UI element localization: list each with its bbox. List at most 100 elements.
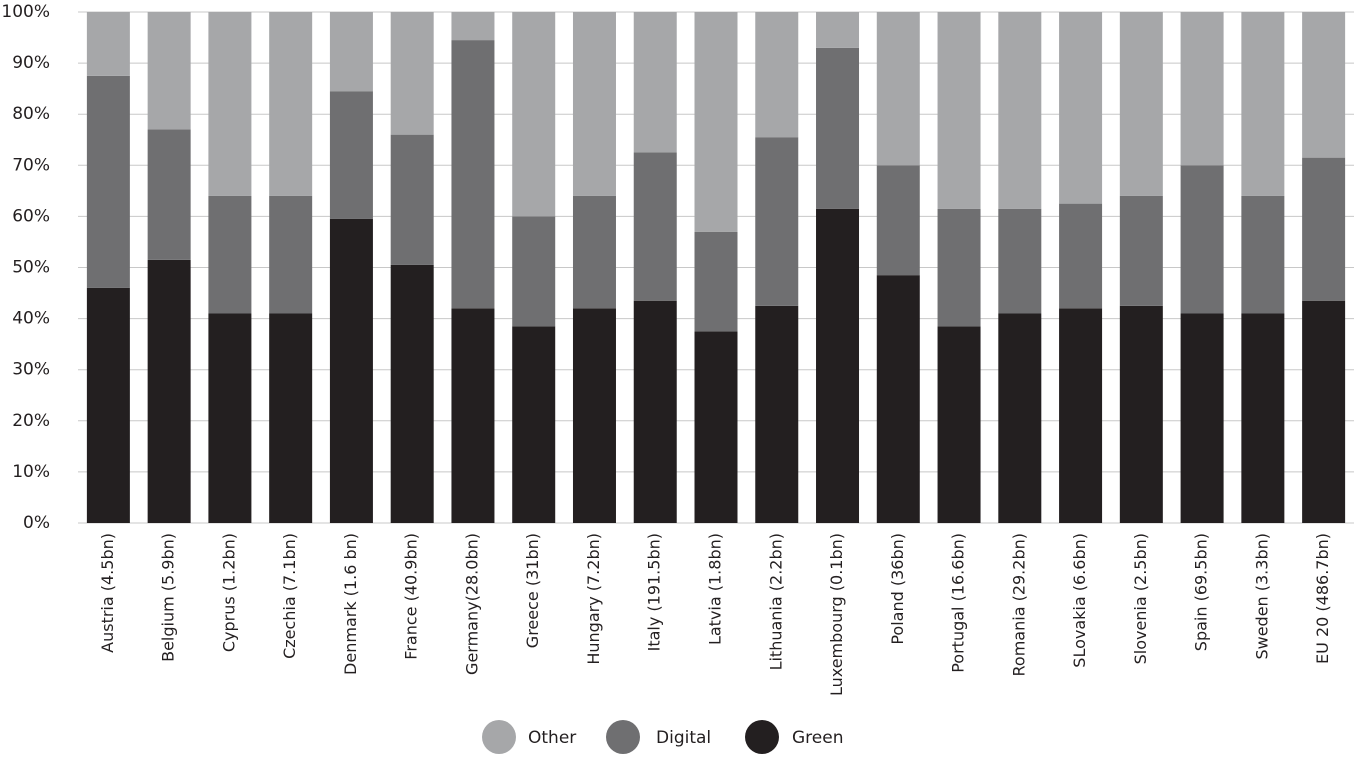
bar-segment-other [876, 12, 920, 166]
bar-segment-digital [998, 208, 1042, 314]
bar-segment-other [390, 12, 434, 135]
x-tick-label: Poland (36bn) [888, 533, 907, 645]
bar-segment-digital [876, 165, 920, 276]
x-tick-label: Cyprus (1.2bn) [219, 533, 238, 652]
x-tick-label: Hungary (7.2bn) [584, 533, 603, 665]
bar-segment-digital [1241, 195, 1285, 314]
bar-segment-green [329, 218, 373, 523]
bar-segment-green [755, 305, 799, 523]
bar-segment-digital [1180, 165, 1224, 314]
bar-segment-digital [147, 129, 191, 260]
bar-segment-digital [451, 40, 495, 309]
bar-segment-other [937, 12, 981, 209]
bar-segment-other [1180, 12, 1224, 166]
bar-segment-digital [1119, 195, 1163, 306]
bar-segment-green [147, 259, 191, 523]
bar-segment-digital [269, 195, 313, 314]
bar-segment-other [329, 12, 373, 92]
y-tick-label: 70% [12, 155, 50, 175]
y-tick-label: 80% [12, 104, 50, 124]
y-axis: 0% 10% 20% 30% 40% 50% 60% 70% 80% 90% 100% [1, 2, 50, 533]
legend-swatch-digital [606, 720, 640, 754]
legend: Other Digital Green [482, 720, 843, 754]
bar-segment-digital [329, 91, 373, 219]
x-tick-label: Belgium (5.9bn) [159, 533, 178, 662]
bar-segment-green [512, 326, 556, 523]
x-tick-label: Denmark (1.6 bn) [341, 533, 360, 675]
x-tick-label: EU 20 (486.7bn) [1313, 533, 1332, 664]
bar-segment-digital [1059, 203, 1103, 309]
bar-segment-other [451, 12, 495, 41]
bars [86, 12, 1346, 524]
x-axis-labels: Austria (4.5bn) Belgium (5.9bn) Cyprus (1.… [98, 533, 1332, 696]
y-tick-label: 30% [12, 360, 50, 380]
x-tick-label: Greece (31bn) [523, 533, 542, 648]
legend-label-other: Other [528, 728, 576, 748]
bar-segment-green [1180, 313, 1224, 523]
y-tick-label: 100% [1, 2, 50, 22]
bar-segment-other [1302, 12, 1346, 158]
bar-segment-green [86, 287, 130, 523]
x-tick-label: Luxembourg (0.1bn) [827, 533, 846, 696]
bar-segment-green [1119, 305, 1163, 523]
x-tick-label: Germany(28.0bn) [462, 533, 481, 675]
bar-segment-digital [1302, 157, 1346, 301]
bar-segment-other [1241, 12, 1285, 196]
x-tick-label: SLovakia (6.6bn) [1070, 533, 1089, 668]
x-tick-label: Czechia (7.1bn) [280, 533, 299, 659]
bar-segment-other [572, 12, 616, 196]
bar-segment-green [998, 313, 1042, 523]
bar-segment-green [390, 264, 434, 523]
bar-segment-digital [755, 137, 799, 306]
bar-segment-digital [86, 75, 130, 288]
bar-segment-other [208, 12, 252, 196]
bar-segment-digital [208, 195, 252, 314]
bar-segment-other [816, 12, 860, 48]
x-tick-label: Lithuania (2.2bn) [766, 533, 785, 670]
bar-segment-green [572, 308, 616, 523]
bar-segment-digital [512, 216, 556, 327]
bar-segment-other [998, 12, 1042, 209]
bar-segment-green [816, 208, 860, 524]
x-tick-label: Spain (69.5bn) [1192, 533, 1211, 651]
bar-segment-green [694, 331, 738, 523]
y-tick-label: 20% [12, 411, 50, 431]
bar-segment-other [755, 12, 799, 138]
x-tick-label: Romania (29.2bn) [1009, 533, 1028, 676]
bar-segment-green [1241, 313, 1285, 523]
bar-segment-green [876, 275, 920, 523]
bar-segment-digital [694, 231, 738, 332]
bar-segment-other [86, 12, 130, 76]
bar-segment-other [269, 12, 313, 196]
y-tick-label: 0% [23, 513, 50, 533]
bar-segment-green [633, 300, 677, 523]
bar-segment-other [147, 12, 191, 130]
bar-segment-other [512, 12, 556, 217]
x-tick-label: France (40.9bn) [402, 533, 421, 660]
bar-segment-green [1059, 308, 1103, 523]
bar-segment-green [937, 326, 981, 523]
y-tick-label: 90% [12, 53, 50, 73]
bar-segment-green [1302, 300, 1346, 523]
y-tick-label: 50% [12, 258, 50, 278]
x-tick-label: Italy (191.5bn) [645, 533, 664, 651]
bar-segment-green [451, 308, 495, 523]
bar-segment-green [269, 313, 313, 523]
legend-label-digital: Digital [656, 728, 711, 748]
y-tick-label: 10% [12, 462, 50, 482]
bar-segment-digital [390, 134, 434, 265]
legend-swatch-green [745, 720, 779, 754]
bar-segment-green [208, 313, 252, 523]
bar-segment-other [633, 12, 677, 153]
bar-segment-digital [633, 152, 677, 301]
bar-segment-other [1059, 12, 1103, 204]
y-tick-label: 40% [12, 309, 50, 329]
y-tick-label: 60% [12, 206, 50, 226]
x-tick-label: Austria (4.5bn) [98, 533, 117, 653]
legend-label-green: Green [792, 728, 843, 748]
bar-segment-other [1119, 12, 1163, 196]
x-tick-label: Portugal (16.6bn) [949, 533, 968, 673]
bar-segment-digital [572, 195, 616, 309]
legend-swatch-other [482, 720, 516, 754]
